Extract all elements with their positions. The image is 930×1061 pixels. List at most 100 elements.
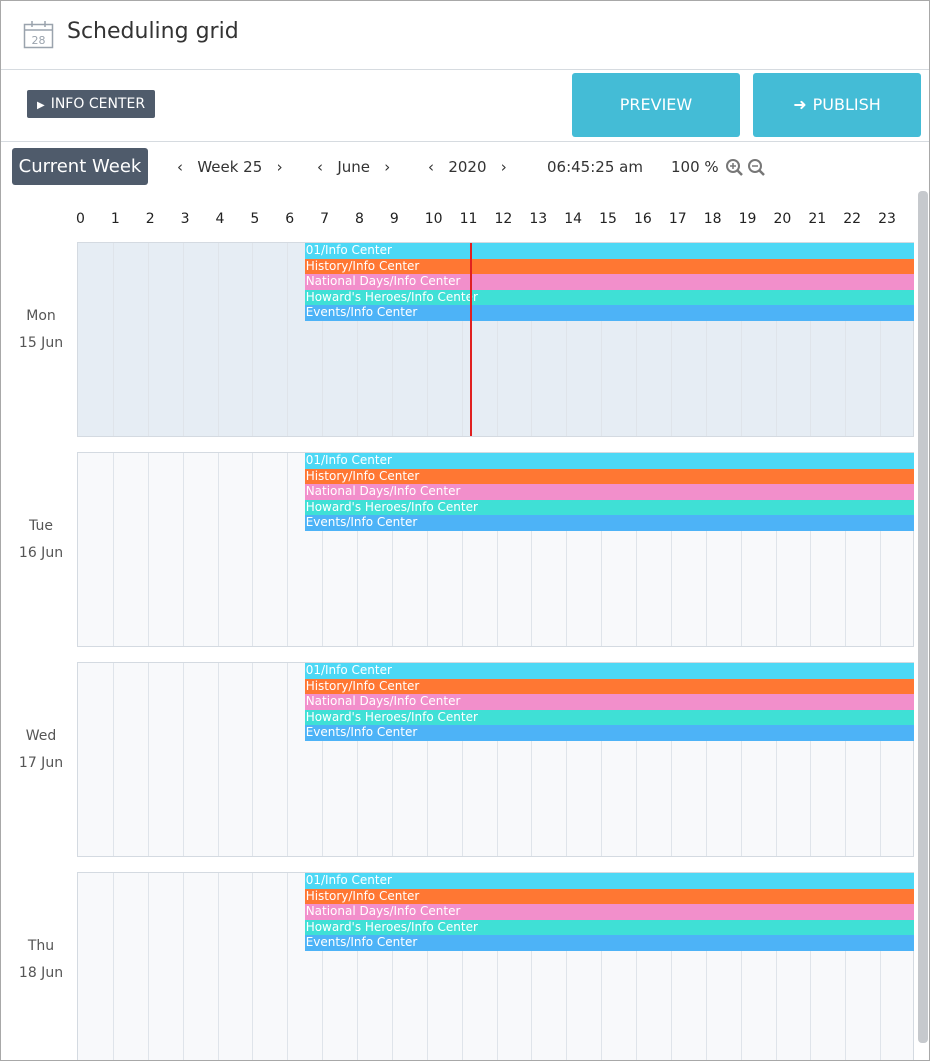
- hour-gridline: [357, 243, 358, 436]
- hour-gridline: [287, 453, 289, 646]
- hour-gridline: [705, 243, 707, 436]
- schedule-bar[interactable]: History/Info Center: [304, 468, 914, 484]
- hour-gridline: [496, 243, 498, 436]
- schedule-bar[interactable]: Events/Info Center: [304, 305, 914, 321]
- hour-gridline: [426, 663, 428, 856]
- hour-gridline: [566, 663, 568, 856]
- hour-gridline: [705, 663, 707, 856]
- year-nav[interactable]: ‹ 2020 ›: [428, 158, 507, 176]
- hour-gridline: [217, 663, 219, 856]
- hour-gridline: [670, 453, 672, 646]
- hour-label: 5: [250, 211, 260, 227]
- month-nav[interactable]: ‹ June ›: [317, 158, 391, 176]
- hour-gridline: [357, 663, 358, 856]
- info-center-button[interactable]: ▶ INFO CENTER: [27, 90, 155, 118]
- schedule-bar[interactable]: History/Info Center: [304, 888, 914, 904]
- month-label: June: [337, 158, 370, 176]
- hour-gridline: [461, 663, 463, 856]
- schedule-bar[interactable]: 01/Info Center: [304, 453, 914, 469]
- hour-label: 17: [668, 211, 687, 227]
- week-label: Week 25: [197, 158, 263, 176]
- hour-gridline: [670, 243, 672, 436]
- preview-button[interactable]: PREVIEW: [572, 73, 740, 137]
- hour-gridline: [566, 453, 568, 646]
- divider: [1, 69, 929, 70]
- current-week-button[interactable]: Current Week: [12, 148, 148, 185]
- hour-label: 22: [843, 211, 862, 227]
- schedule-bar[interactable]: National Days/Info Center: [304, 484, 914, 500]
- hour-gridline: [322, 663, 324, 856]
- schedule-bar[interactable]: Howard's Heroes/Info Center: [304, 919, 914, 935]
- hour-label: 15: [599, 211, 617, 227]
- hour-label: 11: [459, 211, 478, 227]
- hour-gridline: [775, 663, 777, 856]
- page-title: Scheduling grid: [67, 19, 239, 44]
- hour-gridline: [112, 873, 114, 1060]
- weekday-label: Tue: [29, 518, 53, 534]
- hour-gridline: [740, 243, 742, 436]
- button-label: INFO CENTER: [50, 96, 146, 112]
- scrollbar[interactable]: [918, 191, 928, 1043]
- calendar-day: 28: [32, 34, 46, 47]
- schedule-bar[interactable]: Events/Info Center: [304, 935, 914, 951]
- hour-gridline: [496, 873, 498, 1060]
- hour-label: 14: [564, 211, 583, 227]
- hour-gridline: [496, 453, 498, 646]
- schedule-bar[interactable]: Howard's Heroes/Info Center: [304, 499, 914, 515]
- publish-button[interactable]: ➜ PUBLISH: [753, 73, 921, 137]
- hour-gridline: [252, 663, 254, 856]
- hour-gridline: [182, 873, 184, 1060]
- hour-gridline: [461, 243, 463, 436]
- schedule-bar[interactable]: National Days/Info Center: [304, 904, 914, 920]
- hour-label: 20: [773, 211, 792, 227]
- hour-gridline: [601, 453, 603, 646]
- hour-gridline: [391, 243, 393, 436]
- hour-gridline: [426, 873, 428, 1060]
- schedule-bar[interactable]: History/Info Center: [304, 678, 914, 694]
- hour-label: 23: [878, 211, 896, 227]
- hour-gridline: [461, 453, 463, 646]
- hour-label: 10: [424, 211, 443, 227]
- hour-gridline: [252, 453, 254, 646]
- hour-gridline: [147, 453, 149, 646]
- date-label: 15 Jun: [18, 335, 64, 351]
- hour-gridline: [636, 453, 637, 646]
- day-row: 01/Info Center History/Info Center Nationa…: [77, 452, 914, 647]
- schedule-bar[interactable]: 01/Info Center: [304, 243, 914, 259]
- hour-label: 2: [145, 211, 155, 227]
- hour-gridline: [147, 873, 149, 1060]
- schedule-bar[interactable]: 01/Info Center: [304, 873, 914, 889]
- schedule-bar[interactable]: 01/Info Center: [304, 663, 914, 679]
- hour-label: 4: [215, 211, 225, 227]
- hour-gridline: [112, 453, 114, 646]
- hour-gridline: [182, 243, 184, 436]
- schedule-bar[interactable]: History/Info Center: [304, 258, 914, 274]
- hour-gridline: [357, 873, 358, 1060]
- hour-gridline: [740, 453, 742, 646]
- schedule-bar[interactable]: National Days/Info Center: [304, 274, 914, 290]
- hour-gridline: [287, 243, 289, 436]
- zoom-level: 100 %: [671, 158, 719, 176]
- hour-gridline: [636, 873, 637, 1060]
- hour-gridline: [531, 873, 533, 1060]
- hour-gridline: [252, 243, 254, 436]
- hour-gridline: [670, 663, 672, 856]
- schedule-bar[interactable]: Events/Info Center: [304, 515, 914, 531]
- schedule-bar[interactable]: Events/Info Center: [304, 725, 914, 741]
- schedule-bar[interactable]: National Days/Info Center: [304, 694, 914, 710]
- schedule-bar[interactable]: Howard's Heroes/Info Center: [304, 709, 914, 725]
- hour-gridline: [426, 453, 428, 646]
- hour-gridline: [810, 453, 812, 646]
- weekday-label: Wed: [25, 728, 57, 744]
- divider: [1, 141, 929, 142]
- hour-gridline: [322, 873, 324, 1060]
- hour-label: 21: [808, 211, 827, 227]
- hour-gridline: [810, 663, 812, 856]
- hour-gridline: [601, 663, 603, 856]
- hour-gridline: [252, 873, 254, 1060]
- schedule-bar[interactable]: Howard's Heroes/Info Center: [304, 289, 914, 305]
- zoom-controls[interactable]: [724, 157, 768, 179]
- week-nav[interactable]: ‹ Week 25 ›: [177, 158, 283, 176]
- date-label: 16 Jun: [18, 545, 64, 561]
- hour-gridline: [531, 663, 533, 856]
